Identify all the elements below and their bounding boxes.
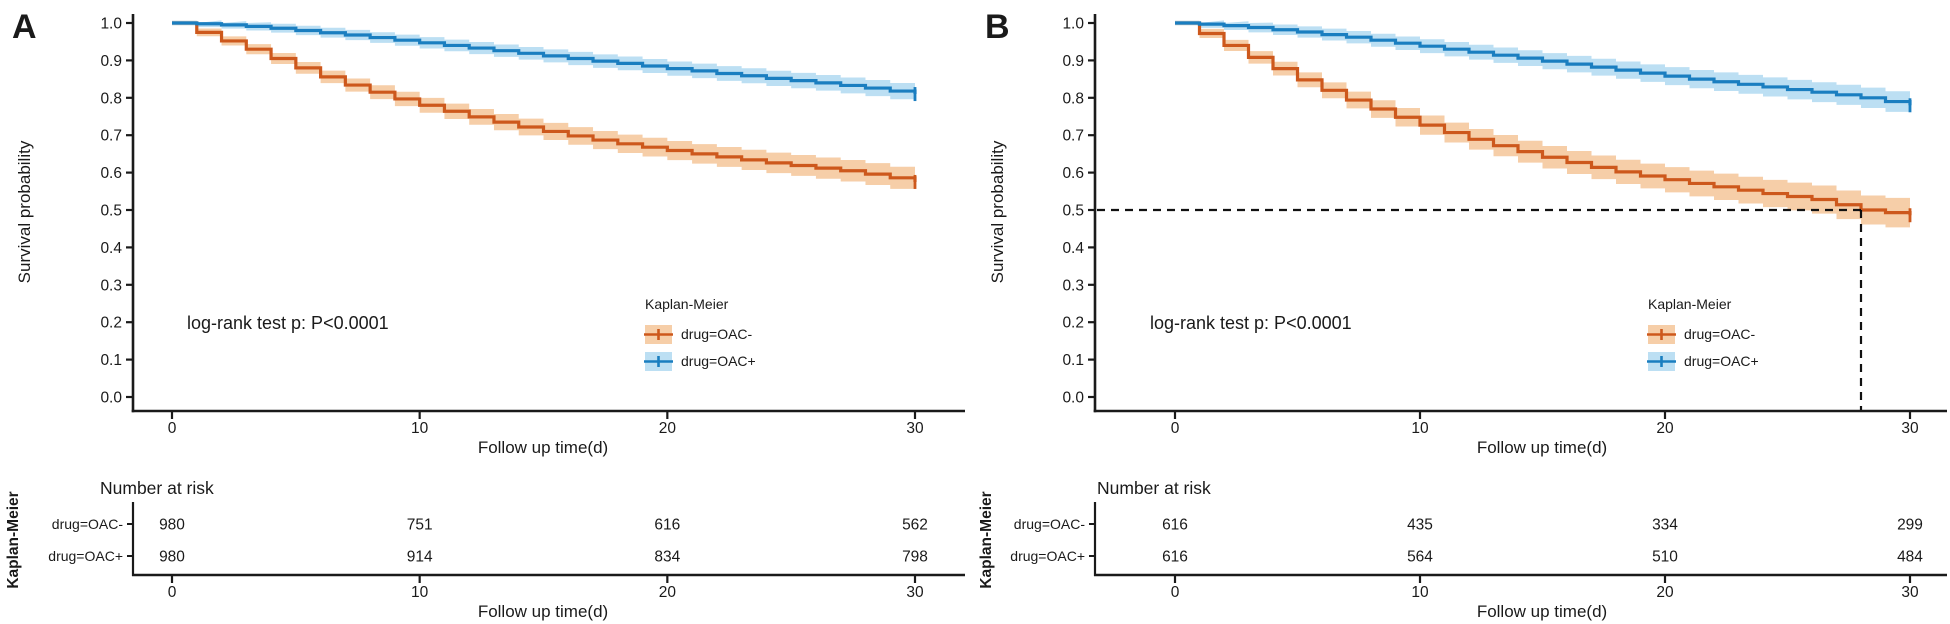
y-axis-title: Survival probability (988, 140, 1007, 283)
x-tick-label: 30 (906, 420, 924, 437)
panel-b-figure: 0.0 0.1 0.2 0.3 0.4 0.5 0.6 0.7 0.8 0.9 1.0 0 10 20 30… (978, 8, 1947, 621)
legend-label-oac-plus: drug=OAC+ (681, 353, 756, 369)
risk-table-y-label: Kaplan-Meier (978, 491, 995, 588)
risk-row-label-oac-minus: drug=OAC- (52, 516, 124, 532)
risk-value-row1-t20: 510 (1652, 549, 1678, 566)
legend-label-oac-minus: drug=OAC- (1684, 326, 1756, 342)
y-tick-label: 0.4 (1062, 240, 1084, 257)
y-tick-label: 0.5 (100, 203, 122, 220)
x-tick-label: 30 (1901, 420, 1919, 437)
y-tick-label: 0.5 (1062, 203, 1084, 220)
y-tick-label: 0.1 (100, 352, 122, 369)
risk-value-row0-t20: 334 (1652, 517, 1678, 534)
risk-value-row1-t30: 484 (1897, 549, 1923, 566)
ci-band-series-1 (1175, 20, 1910, 116)
y-tick-label: 1.0 (100, 16, 122, 33)
risk-value-row1-t0: 980 (159, 549, 185, 566)
km-step-line-series-1 (1175, 21, 1912, 106)
y-tick-label: 0.0 (100, 390, 122, 407)
risk-value-row1-t0: 616 (1162, 549, 1188, 566)
legend-label-oac-plus: drug=OAC+ (1684, 353, 1759, 369)
ci-band-series-0 (172, 20, 915, 194)
x-tick-label: 20 (1656, 420, 1674, 437)
panel-label-b: B (985, 8, 1010, 46)
risk-x-tick-label: 30 (1901, 584, 1919, 601)
risk-value-row1-t10: 914 (407, 549, 433, 566)
risk-value-row0-t10: 751 (407, 517, 433, 534)
logrank-pvalue-text: log-rank test p: P<0.0001 (1150, 313, 1352, 333)
x-axis-title: Follow up time(d) (1477, 438, 1607, 457)
y-tick-label: 0.6 (100, 165, 122, 182)
risk-value-row1-t30: 798 (902, 549, 928, 566)
risk-value-row1-t10: 564 (1407, 549, 1433, 566)
risk-x-tick-label: 30 (906, 584, 924, 601)
y-tick-label: 0.1 (1062, 352, 1084, 369)
panel-b: 0.0 0.1 0.2 0.3 0.4 0.5 0.6 0.7 0.8 0.9 1.0 0 10 20 30… (975, 0, 1950, 624)
risk-table-title: Number at risk (100, 478, 214, 498)
y-tick-label: 1.0 (1062, 16, 1084, 33)
y-tick-label: 0.2 (100, 315, 122, 332)
risk-row-label-oac-minus: drug=OAC- (1014, 516, 1086, 532)
risk-x-tick-label: 0 (168, 584, 177, 601)
risk-x-tick-label: 20 (659, 584, 677, 601)
y-tick-label: 0.8 (100, 90, 122, 107)
risk-row-label-oac-plus: drug=OAC+ (1010, 548, 1085, 564)
ci-band-series-0 (1175, 20, 1910, 231)
km-step-line-series-0 (1175, 21, 1912, 216)
y-axis-title: Survival probability (15, 140, 34, 283)
x-axis-title: Follow up time(d) (478, 438, 608, 457)
risk-x-axis-title: Follow up time(d) (1477, 602, 1607, 621)
y-tick-label: 0.3 (1062, 277, 1084, 294)
y-tick-label: 0.9 (1062, 53, 1084, 70)
risk-value-row0-t10: 435 (1407, 517, 1433, 534)
x-tick-label: 10 (411, 420, 429, 437)
y-tick-label: 0.7 (1062, 128, 1084, 145)
risk-value-row0-t20: 616 (654, 517, 680, 534)
risk-value-row0-t0: 616 (1162, 517, 1188, 534)
panel-b-generated-graphics: 0.0 0.1 0.2 0.3 0.4 0.5 0.6 0.7 0.8 0.9 1.0 0 10 20 30… (1062, 14, 1947, 601)
risk-x-tick-label: 10 (1411, 584, 1429, 601)
risk-row-label-oac-plus: drug=OAC+ (48, 548, 123, 564)
risk-x-axis-title: Follow up time(d) (478, 602, 608, 621)
panel-a-figure: 0.0 0.1 0.2 0.3 0.4 0.5 0.6 0.7 0.8 0.9 1.0 0 10 20 30… (5, 8, 965, 621)
x-tick-label: 10 (1411, 420, 1429, 437)
x-tick-label: 0 (1171, 420, 1180, 437)
km-step-line-series-0 (172, 21, 917, 182)
legend-title: Kaplan-Meier (1648, 296, 1732, 312)
panel-a-generated-graphics: 0.0 0.1 0.2 0.3 0.4 0.5 0.6 0.7 0.8 0.9 1.0 0 10 20 30… (100, 14, 965, 601)
risk-value-row0-t30: 562 (902, 517, 928, 534)
risk-value-row0-t30: 299 (1897, 517, 1923, 534)
x-tick-label: 0 (168, 420, 177, 437)
risk-x-tick-label: 10 (411, 584, 429, 601)
risk-table-y-label: Kaplan-Meier (5, 491, 22, 588)
ci-band-series-1 (172, 20, 915, 103)
y-tick-label: 0.7 (100, 128, 122, 145)
y-tick-label: 0.9 (100, 53, 122, 70)
legend-title: Kaplan-Meier (645, 296, 729, 312)
y-tick-label: 0.4 (100, 240, 122, 257)
risk-x-tick-label: 0 (1171, 584, 1180, 601)
legend-label-oac-minus: drug=OAC- (681, 326, 753, 342)
km-step-line-series-1 (172, 21, 917, 95)
panel-a: 0.0 0.1 0.2 0.3 0.4 0.5 0.6 0.7 0.8 0.9 1.0 0 10 20 30… (5, 8, 965, 621)
panel-label-a: A (12, 8, 37, 46)
risk-table-title: Number at risk (1097, 478, 1211, 498)
risk-value-row0-t0: 980 (159, 517, 185, 534)
logrank-pvalue-text: log-rank test p: P<0.0001 (187, 313, 389, 333)
y-tick-label: 0.3 (100, 277, 122, 294)
risk-x-tick-label: 20 (1656, 584, 1674, 601)
y-tick-label: 0.6 (1062, 165, 1084, 182)
y-tick-label: 0.8 (1062, 90, 1084, 107)
y-tick-label: 0.0 (1062, 390, 1084, 407)
risk-value-row1-t20: 834 (654, 549, 680, 566)
y-tick-label: 0.2 (1062, 315, 1084, 332)
x-tick-label: 20 (659, 420, 677, 437)
